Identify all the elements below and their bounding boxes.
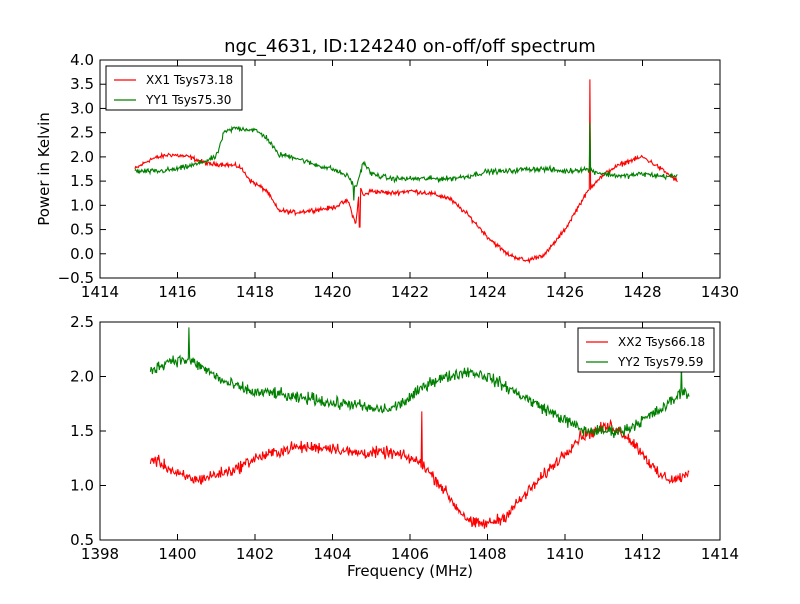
top-panel: ngc_4631, ID:124240 on-off/off spectrum … [35,36,739,301]
legend: XX2 Tsys66.18 YY2 Tsys79.59 [577,327,715,373]
y-tick-label: 1.5 [70,422,94,440]
x-tick-label: 1414 [81,283,119,301]
y-tick-label: 1.5 [70,172,94,190]
y-tick-label: 2.5 [70,313,94,331]
x-tick-label: 1414 [701,545,739,563]
bottom-plot-area: 1398 1400 1402 1404 1406 1408 1410 1412 1414 0.5 1… [70,313,739,563]
y-tick-label: 1.0 [70,196,94,214]
x-tick-label: 1422 [391,283,429,301]
y-tick-label: 3.5 [70,75,94,93]
y-tick-label: 0.0 [70,245,94,263]
y-tick-label: 0.5 [70,531,94,549]
x-axis-label: Frequency (MHz) [347,562,473,580]
y-tick-label: 2.0 [70,368,94,386]
x-tick-label: 1410 [546,545,584,563]
x-tick-label: 1428 [623,283,661,301]
chart-title: ngc_4631, ID:124240 on-off/off spectrum [224,36,596,57]
series-line-2 [134,122,678,201]
x-tick-label: 1418 [236,283,274,301]
legend-label: YY2 Tsys79.59 [617,355,703,369]
x-tick-label: 1402 [236,545,274,563]
legend-box [577,327,715,373]
y-tick-label: 2.0 [70,148,94,166]
bottom-panel: Frequency (MHz) 1398 1400 1402 1404 1406 1408… [70,313,739,580]
x-tick-label: 1430 [701,283,739,301]
legend-label: XX2 Tsys66.18 [618,335,705,349]
x-tick-label: 1404 [313,545,351,563]
x-tick-label: 1416 [158,283,196,301]
y-tick-label: −0.5 [58,269,94,287]
x-tick-label: 1408 [468,545,506,563]
x-tick-label: 1412 [623,545,661,563]
legend-label: XX1 Tsys73.18 [146,73,233,87]
y-axis-label: Power in Kelvin [35,112,53,226]
x-tick-label: 1406 [391,545,429,563]
legend-box [105,65,243,111]
y-tick-label: 4.0 [70,51,94,69]
y-tick-label: 2.5 [70,124,94,142]
y-tick-label: 0.5 [70,221,94,239]
series-line-2 [149,327,690,439]
legend: XX1 Tsys73.18 YY1 Tsys75.30 [105,65,243,111]
x-tick-label: 1400 [158,545,196,563]
x-tick-label: 1426 [546,283,584,301]
series-line-1 [134,79,678,264]
top-plot-area: 1414 1416 1418 1420 1422 1424 1426 1428 1430 −0.5… [58,51,740,301]
y-tick-label: 1.0 [70,477,94,495]
x-tick-label: 1398 [81,545,119,563]
x-tick-label: 1420 [313,283,351,301]
legend-label: YY1 Tsys75.30 [145,93,231,107]
y-tick-label: 3.0 [70,99,94,117]
x-tick-label: 1424 [468,283,506,301]
